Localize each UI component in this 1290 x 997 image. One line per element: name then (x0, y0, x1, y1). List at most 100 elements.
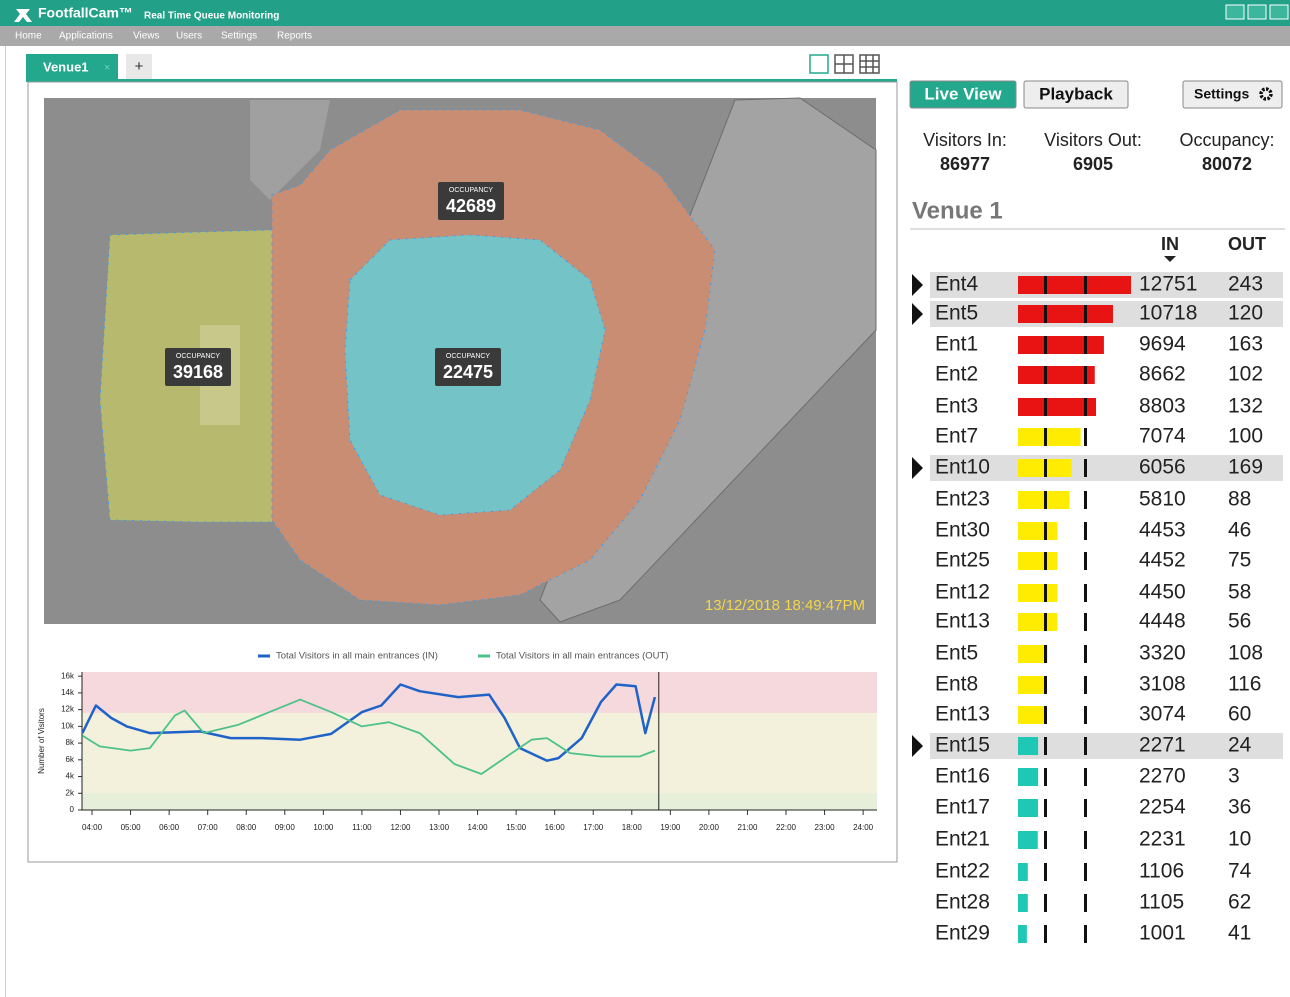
row-name: Ent16 (935, 765, 990, 788)
in-bar (1018, 428, 1081, 446)
bar-tick (1044, 676, 1047, 694)
bar-tick (1084, 863, 1087, 881)
row-in: 2270 (1139, 765, 1186, 788)
row-in: 8803 (1139, 395, 1186, 418)
bar-tick (1044, 894, 1047, 912)
occupancy-box (438, 182, 504, 220)
bar-tick (1044, 428, 1047, 446)
row-arrow (912, 735, 923, 757)
row-out: 102 (1228, 363, 1263, 386)
bar-tick (1044, 613, 1047, 631)
y-tick-label: 14k (61, 688, 75, 697)
venue-title: Venue 1 (912, 197, 1003, 224)
row-name: Ent30 (935, 519, 990, 542)
line-series (81, 683, 657, 762)
tab-label: Venue1 (43, 59, 89, 74)
bar-tick (1084, 645, 1087, 663)
row-arrow (912, 303, 923, 325)
map-structure (250, 100, 330, 200)
left-border (5, 46, 6, 997)
row-in: 3108 (1139, 673, 1186, 696)
row-out: 116 (1228, 673, 1261, 696)
row-name: Ent28 (935, 891, 990, 914)
stat-label: Visitors Out: (1044, 130, 1142, 150)
row-in: 1105 (1139, 891, 1184, 914)
row-out: 60 (1228, 703, 1251, 726)
in-bar (1018, 336, 1104, 354)
bar-tick (1044, 491, 1047, 509)
y-tick-label: 6k (66, 755, 75, 764)
occupancy-label: OCCUPANCY (176, 353, 221, 360)
menu-item[interactable]: Home (15, 31, 42, 42)
menu-item[interactable]: Reports (277, 31, 312, 42)
menu-item[interactable]: Users (176, 31, 202, 42)
bar-tick (1044, 336, 1047, 354)
button[interactable] (1023, 80, 1129, 109)
menu-item[interactable]: Applications (59, 31, 113, 42)
in-bar (1018, 584, 1058, 602)
bar-tick (1084, 491, 1087, 509)
close-button[interactable] (1269, 4, 1289, 20)
in-bar (1018, 831, 1038, 849)
row-out: 41 (1228, 922, 1251, 945)
x-tick-label: 09:00 (275, 823, 296, 832)
x-tick-label: 17:00 (583, 823, 604, 832)
button-label: Live View (924, 84, 1002, 103)
row-in: 2271 (1139, 734, 1186, 757)
row-out: 10 (1228, 828, 1251, 851)
chart-band (82, 672, 877, 713)
row-in: 1001 (1139, 922, 1186, 945)
x-tick-label: 18:00 (622, 823, 643, 832)
button[interactable] (909, 80, 1017, 109)
in-bar (1018, 894, 1028, 912)
tab-underline (26, 79, 897, 82)
x-tick-label: 13:00 (429, 823, 450, 832)
menu-item[interactable]: Settings (221, 31, 257, 42)
bar-tick (1084, 737, 1087, 755)
tab-close: × (104, 62, 110, 74)
bar-tick (1044, 522, 1047, 540)
bar-tick (1084, 799, 1087, 817)
row-highlight[interactable] (930, 455, 1283, 481)
row-name: Ent22 (935, 860, 990, 883)
row-out: 243 (1228, 273, 1263, 296)
row-arrow (912, 274, 923, 296)
layout-9[interactable] (859, 54, 880, 74)
row-out: 88 (1228, 488, 1251, 511)
menu-item[interactable]: Views (133, 31, 160, 42)
logo (14, 9, 32, 22)
x-tick-label: 16:00 (545, 823, 566, 832)
layout-1[interactable] (809, 54, 829, 74)
bar-tick (1084, 336, 1087, 354)
bar-tick (1084, 676, 1087, 694)
x-tick-label: 19:00 (660, 823, 681, 832)
legend-label: Total Visitors in all main entrances (OU… (496, 651, 668, 662)
row-name: Ent13 (935, 610, 990, 633)
bar-tick (1084, 584, 1087, 602)
y-tick-label: 16k (61, 671, 75, 680)
x-tick-label: 21:00 (737, 823, 758, 832)
row-in: 9694 (1139, 333, 1186, 356)
row-name: Ent2 (935, 363, 978, 386)
button-label: Playback (1039, 84, 1113, 103)
tab-active[interactable] (26, 54, 118, 80)
button[interactable] (1182, 80, 1283, 109)
in-bar (1018, 737, 1039, 755)
maximize-button[interactable] (1247, 4, 1267, 20)
tab-add[interactable] (126, 54, 152, 80)
x-tick-label: 12:00 (390, 823, 411, 832)
layout-icons[interactable] (809, 54, 880, 74)
x-tick-label: 15:00 (506, 823, 527, 832)
row-name: Ent5 (935, 642, 978, 665)
bar-tick (1044, 737, 1047, 755)
row-name: Ent21 (935, 828, 990, 851)
app-subtitle: Real Time Queue Monitoring (144, 11, 279, 22)
x-tick-label: 20:00 (699, 823, 720, 832)
gear-icon (1259, 87, 1273, 101)
row-highlight[interactable] (930, 733, 1283, 759)
row-out: 169 (1228, 456, 1263, 479)
minimize-button[interactable] (1225, 4, 1245, 20)
occupancy-value: 22475 (443, 362, 493, 382)
x-tick-label: 24:00 (853, 823, 874, 832)
